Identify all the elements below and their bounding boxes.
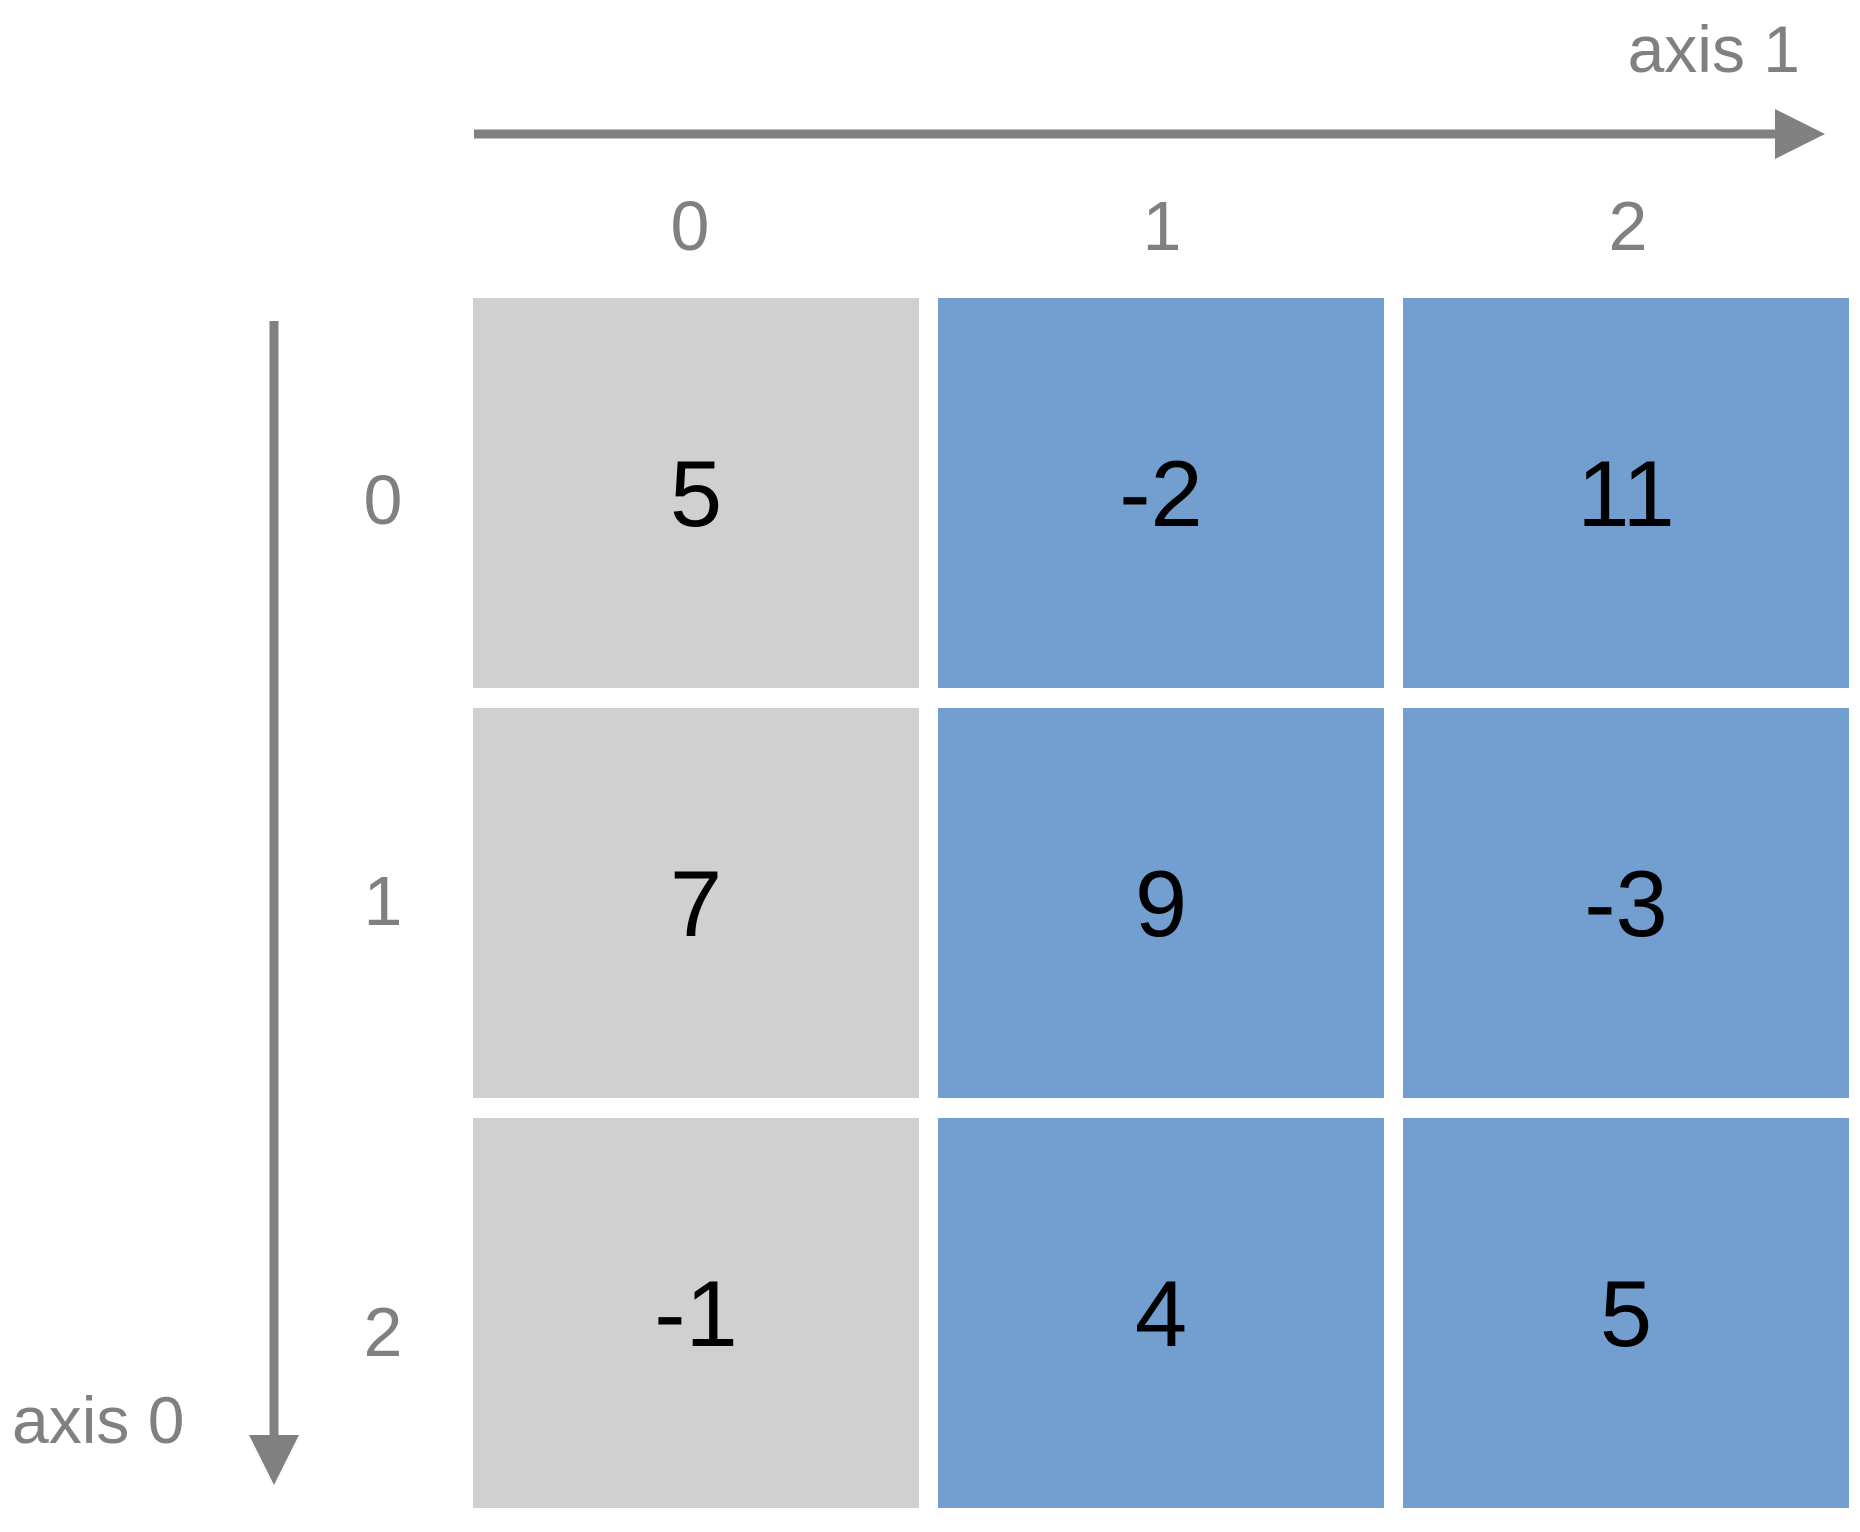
axis0-label: axis 0 xyxy=(12,1383,184,1457)
matrix-cell-value-0-0: 5 xyxy=(670,441,722,546)
matrix-cell-value-1-1: 9 xyxy=(1135,851,1187,956)
row-index-2: 2 xyxy=(364,1293,403,1371)
matrix-cell-1-0 xyxy=(473,708,919,1098)
matrix-cell-value-0-2: 11 xyxy=(1577,441,1675,546)
column-index-1: 1 xyxy=(1143,187,1182,265)
matrix-cell-value-2-1: 4 xyxy=(1135,1261,1187,1366)
matrix-cell-value-1-2: -3 xyxy=(1584,851,1668,956)
matrix-cell-2-1 xyxy=(938,1118,1384,1508)
row-index-0: 0 xyxy=(364,461,403,539)
matrix-cell-1-1 xyxy=(938,708,1384,1098)
axis1-arrow-head xyxy=(1775,109,1825,159)
matrix-cell-1-2 xyxy=(1403,708,1849,1098)
matrix-cell-value-2-2: 5 xyxy=(1600,1261,1652,1366)
matrix-cell-value-0-1: -2 xyxy=(1119,441,1203,546)
matrix-cell-0-1 xyxy=(938,298,1384,688)
matrix-grid: 5 -2 11 7 9 -3 -1 4 5 xyxy=(473,298,1849,1508)
matrix-cell-2-0 xyxy=(473,1118,919,1508)
matrix-cell-2-2 xyxy=(1403,1118,1849,1508)
axis1-label: axis 1 xyxy=(1628,12,1800,86)
matrix-cell-0-2 xyxy=(1403,298,1849,688)
row-index-1: 1 xyxy=(364,862,403,940)
matrix-cell-0-0 xyxy=(473,298,919,688)
column-index-2: 2 xyxy=(1609,187,1648,265)
matrix-cell-value-2-0: -1 xyxy=(654,1261,738,1366)
column-index-0: 0 xyxy=(671,187,710,265)
axis0-arrow-head xyxy=(249,1435,299,1485)
matrix-cell-value-1-0: 7 xyxy=(670,851,722,956)
